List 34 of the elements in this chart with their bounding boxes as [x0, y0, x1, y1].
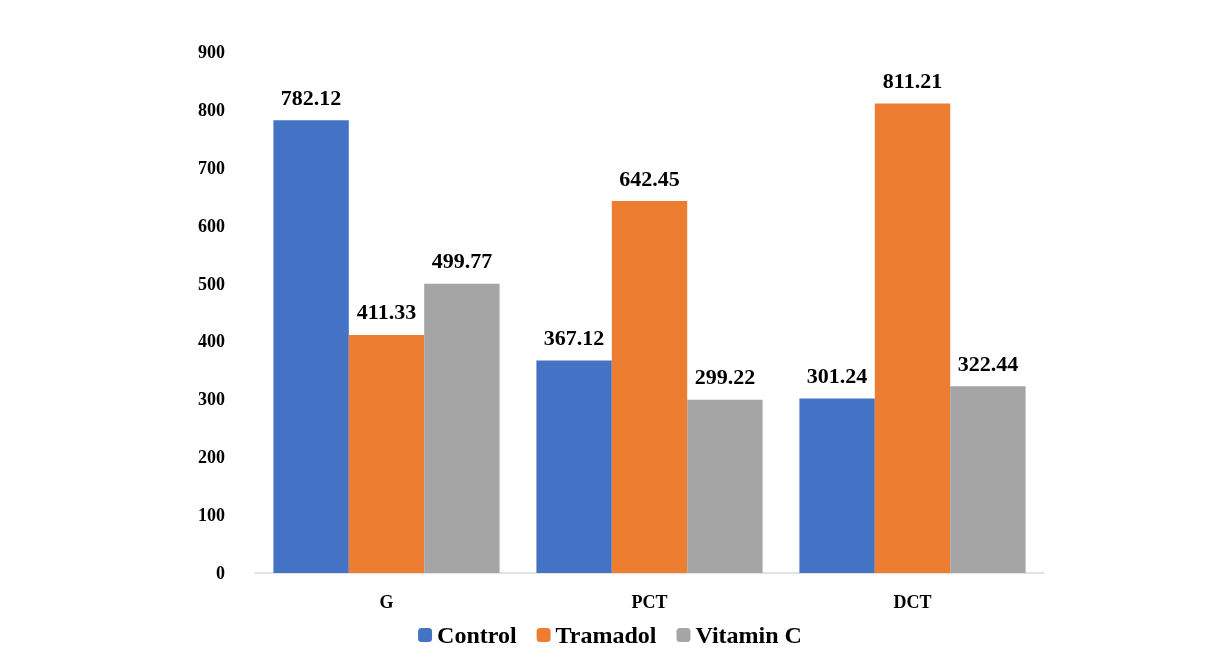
legend-label: Tramadol	[555, 622, 657, 648]
bar	[799, 398, 875, 573]
bar	[950, 386, 1026, 573]
data-label: 301.24	[806, 363, 868, 389]
data-label: 322.44	[957, 350, 1019, 376]
data-label: 299.22	[694, 364, 756, 390]
y-tick-label: 900	[198, 42, 225, 62]
bar	[874, 103, 951, 573]
data-label: 782.12	[280, 84, 342, 110]
y-tick-label: 500	[198, 273, 225, 294]
data-label: 811.21	[882, 67, 943, 93]
data-label: 642.45	[619, 165, 680, 191]
bar	[536, 360, 612, 573]
legend-label: Control	[437, 622, 517, 648]
y-tick-label: 0	[216, 563, 225, 583]
y-tick-label: 400	[198, 331, 225, 352]
bar	[611, 201, 688, 573]
y-tick-label: 200	[198, 447, 225, 468]
y-tick-label: 700	[198, 157, 225, 178]
bar	[273, 120, 349, 573]
x-tick-label: G	[379, 592, 394, 612]
data-label: 411.33	[356, 299, 417, 325]
y-tick-label: 100	[198, 505, 225, 526]
data-label: 367.12	[543, 324, 605, 350]
bar	[424, 283, 500, 573]
bar	[687, 399, 763, 573]
data-label: 499.77	[431, 248, 493, 274]
x-tick-label: PCT	[631, 592, 668, 612]
y-tick-label: 600	[198, 215, 225, 236]
y-tick-label: 800	[198, 99, 225, 120]
bar	[348, 334, 425, 573]
y-tick-label: 300	[198, 389, 225, 410]
x-tick-label: DCT	[893, 592, 932, 612]
legend-label: Vitamin C	[695, 622, 802, 648]
